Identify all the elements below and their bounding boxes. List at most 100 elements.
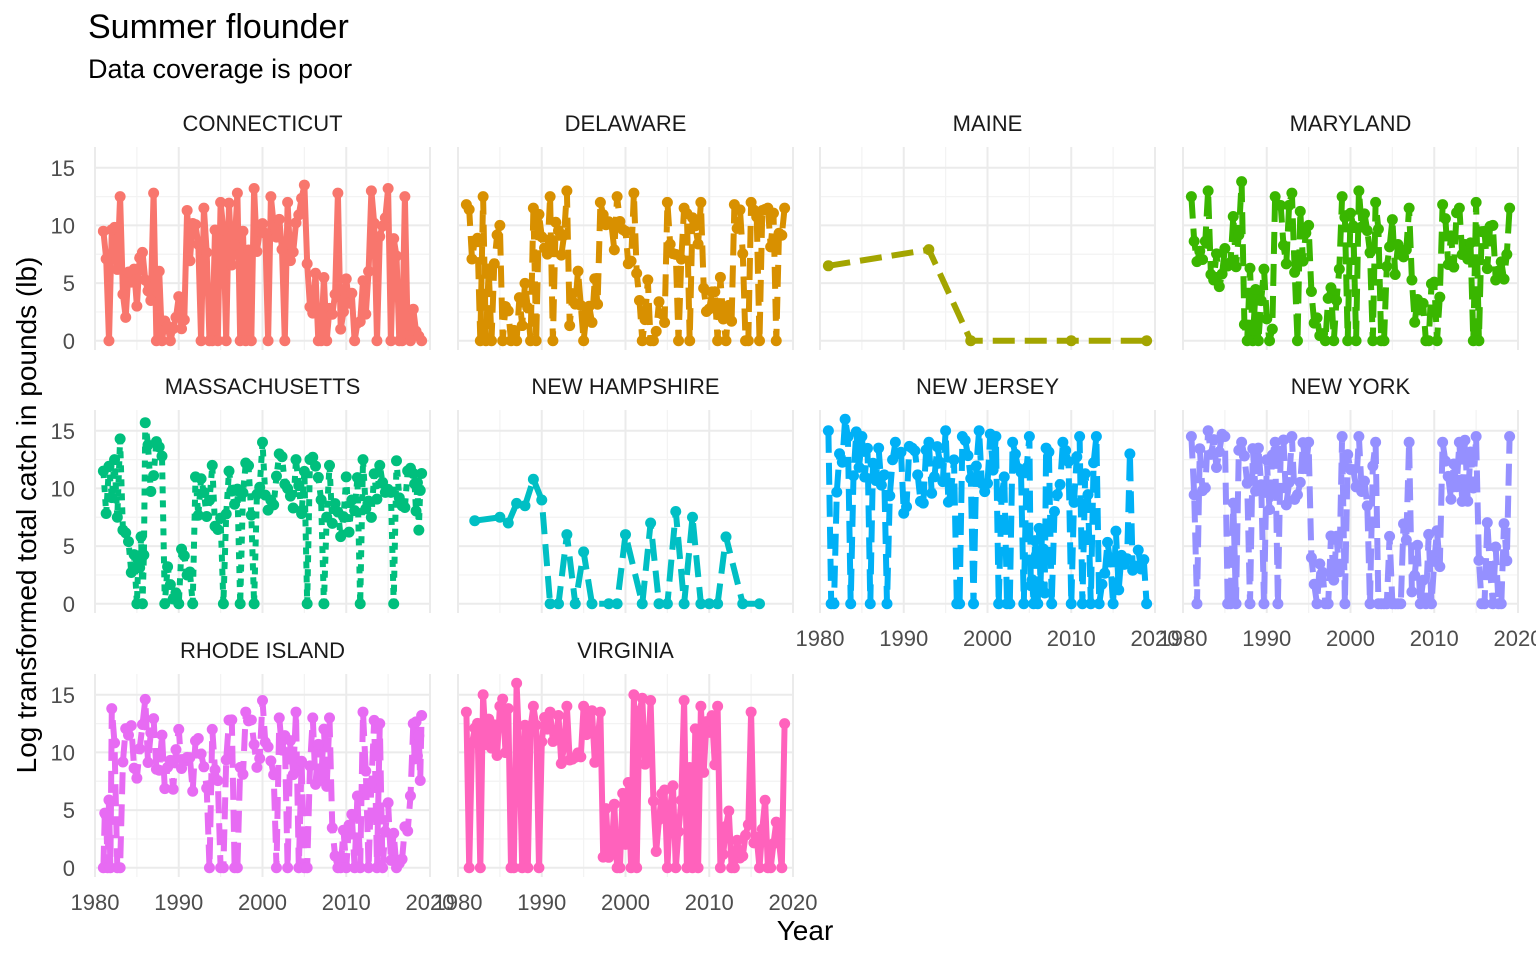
data-point <box>1261 313 1273 325</box>
data-point <box>592 298 604 310</box>
data-point <box>917 497 929 509</box>
data-point <box>114 433 126 445</box>
data-point <box>1322 598 1334 610</box>
data-point <box>463 862 475 874</box>
data-point <box>765 241 777 253</box>
data-point <box>836 456 848 468</box>
data-point <box>1398 518 1410 530</box>
data-point <box>139 693 151 705</box>
data-point <box>550 216 562 228</box>
data-point <box>128 762 140 774</box>
data-point <box>1090 431 1102 443</box>
data-point <box>675 794 687 806</box>
data-point <box>1356 485 1368 497</box>
data-point <box>536 494 548 506</box>
data-point <box>117 756 129 768</box>
data-point <box>742 335 754 347</box>
data-point <box>466 253 478 265</box>
data-point <box>875 479 887 491</box>
data-point <box>1504 202 1516 214</box>
data-point <box>346 808 358 820</box>
data-point <box>1465 237 1477 249</box>
data-point <box>1431 335 1443 347</box>
data-point <box>717 848 729 860</box>
data-point <box>1364 246 1376 258</box>
data-point <box>1484 564 1496 576</box>
data-point <box>1492 265 1504 277</box>
data-point <box>631 267 643 279</box>
data-point <box>279 335 291 347</box>
data-point <box>1202 425 1214 437</box>
data-point <box>1021 462 1033 474</box>
y-tick-label: 0 <box>63 856 75 881</box>
data-point <box>1350 335 1362 347</box>
data-point <box>463 204 475 216</box>
data-point <box>217 598 229 610</box>
data-point <box>1194 245 1206 257</box>
data-point <box>195 473 207 485</box>
data-point <box>990 431 1002 443</box>
data-point <box>881 598 893 610</box>
data-point <box>363 495 375 507</box>
data-point <box>371 335 383 347</box>
data-point <box>1085 598 1097 610</box>
data-point <box>1314 558 1326 570</box>
data-point <box>407 303 419 315</box>
data-point <box>600 803 612 815</box>
data-point <box>136 719 148 731</box>
data-point <box>396 853 408 865</box>
data-point <box>229 498 241 510</box>
data-point <box>1445 493 1457 505</box>
data-point <box>1347 220 1359 232</box>
y-tick-label: 10 <box>51 740 75 765</box>
data-point <box>145 727 157 739</box>
data-point <box>410 505 422 517</box>
data-point <box>645 517 657 529</box>
data-point <box>164 579 176 591</box>
data-point <box>109 737 121 749</box>
data-point <box>661 862 673 874</box>
data-point <box>270 470 282 482</box>
data-point <box>942 496 954 508</box>
data-point <box>1272 598 1284 610</box>
data-point <box>114 862 126 874</box>
data-point <box>620 225 631 237</box>
data-point <box>220 335 232 347</box>
data-point <box>388 233 400 245</box>
data-point <box>667 780 679 792</box>
data-point <box>1470 196 1482 208</box>
data-point <box>226 714 238 726</box>
data-point <box>1213 281 1225 293</box>
data-point <box>220 508 232 520</box>
data-point <box>1191 598 1203 610</box>
data-point <box>195 335 207 347</box>
data-point <box>293 209 305 221</box>
data-point <box>413 730 425 742</box>
data-point <box>968 598 980 610</box>
data-point <box>544 191 556 203</box>
data-point <box>103 335 115 347</box>
data-point <box>912 469 924 481</box>
data-point <box>201 246 213 258</box>
data-point <box>737 248 749 260</box>
data-point <box>620 838 631 850</box>
data-point <box>340 471 352 483</box>
data-point <box>329 498 341 510</box>
data-point <box>142 756 154 768</box>
data-point <box>128 263 140 275</box>
data-point <box>1233 229 1245 241</box>
data-point <box>923 244 935 256</box>
data-point <box>513 745 525 757</box>
facet-label: NEW YORK <box>1291 374 1411 399</box>
data-point <box>321 780 333 792</box>
data-point <box>845 598 857 610</box>
data-point <box>1289 266 1301 278</box>
data-point <box>1202 185 1214 197</box>
data-point <box>388 598 400 610</box>
data-point <box>555 249 567 261</box>
data-point <box>1345 207 1356 219</box>
data-point <box>111 263 123 275</box>
data-point <box>120 311 132 323</box>
data-point <box>153 265 165 277</box>
data-point <box>1051 489 1063 501</box>
